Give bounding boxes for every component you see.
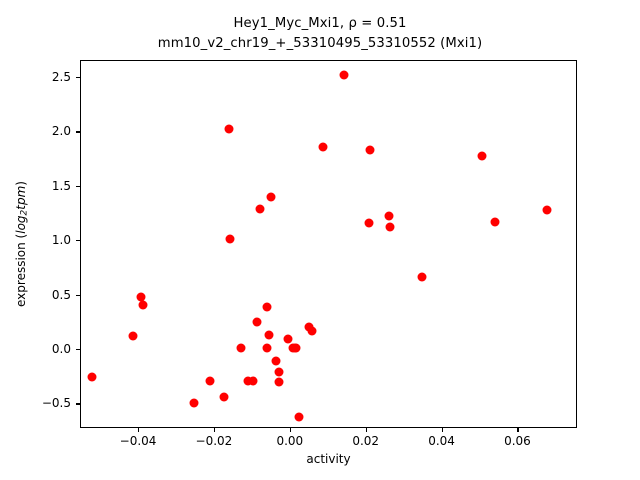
scatter-point	[318, 142, 328, 152]
y-tick-label: 1.0	[51, 233, 71, 248]
x-tick-label: −0.04	[119, 434, 157, 448]
y-tick-mark	[76, 403, 80, 405]
scatter-point	[417, 272, 427, 282]
scatter-point	[189, 398, 199, 408]
x-tick-mark	[441, 428, 443, 432]
y-axis-label-log: log	[14, 215, 28, 234]
scatter-point	[248, 376, 258, 386]
scatter-point	[384, 211, 394, 221]
scatter-point	[264, 330, 274, 340]
scatter-point	[385, 222, 395, 232]
y-tick-mark	[76, 77, 80, 79]
y-axis-label-suffix: )	[14, 181, 28, 186]
scatter-point	[266, 192, 276, 202]
y-tick-mark	[76, 294, 80, 296]
y-tick-label: 2.0	[51, 124, 71, 139]
y-tick-mark	[76, 349, 80, 351]
scatter-point	[236, 343, 246, 353]
x-axis-label: activity	[306, 452, 351, 466]
scatter-point	[219, 392, 229, 402]
scatter-point	[490, 217, 500, 227]
y-axis-label-sub: 2	[19, 209, 30, 216]
scatter-point	[225, 234, 235, 244]
x-tick-label: −0.02	[195, 434, 233, 448]
scatter-point	[339, 70, 349, 80]
scatter-point	[224, 124, 234, 134]
y-tick-label: 0.0	[51, 342, 71, 357]
scatter-point	[262, 302, 272, 312]
y-tick-label: 0.5	[51, 287, 71, 302]
scatter-point	[138, 300, 148, 310]
scatter-point	[290, 343, 300, 353]
scatter-point	[128, 331, 138, 341]
scatter-point	[274, 367, 284, 377]
y-tick-mark	[76, 185, 80, 187]
x-tick-mark	[213, 428, 215, 432]
scatter-point	[205, 376, 215, 386]
x-tick-mark	[365, 428, 367, 432]
plot-axes-frame	[80, 60, 577, 428]
scatter-point	[87, 372, 97, 382]
scatter-point	[294, 412, 304, 422]
scatter-point	[307, 326, 317, 336]
scatter-point	[274, 377, 284, 387]
plot-title: Hey1_Myc_Mxi1, ρ = 0.51 mm10_v2_chr19_+_…	[0, 14, 640, 54]
x-tick-label: 0.04	[428, 434, 455, 448]
y-tick-label: −0.5	[41, 396, 71, 411]
x-tick-mark	[517, 428, 519, 432]
y-axis-label-tpm: tpm	[14, 185, 28, 210]
scatter-point	[136, 292, 146, 302]
y-tick-label: 2.5	[51, 70, 71, 85]
scatter-point	[542, 205, 552, 215]
y-tick-mark	[76, 240, 80, 242]
scatter-points-layer	[81, 61, 576, 427]
scatter-point	[252, 317, 262, 327]
scatter-point	[243, 376, 253, 386]
x-tick-label: 0.00	[276, 434, 304, 448]
scatter-point	[255, 204, 265, 214]
y-tick-label: 1.5	[51, 178, 71, 193]
scatter-point	[365, 145, 375, 155]
x-tick-label: 0.06	[504, 434, 531, 448]
plot-title-line-2: mm10_v2_chr19_+_53310495_53310552 (Mxi1)	[157, 36, 483, 51]
plot-title-line-1: Hey1_Myc_Mxi1, ρ = 0.51	[233, 16, 407, 31]
x-tick-label: 0.02	[352, 434, 380, 448]
y-axis-label-prefix: expression (	[14, 233, 28, 307]
x-tick-mark	[289, 428, 291, 432]
y-axis-label: expression (log2tpm)	[14, 60, 34, 428]
scatter-point	[283, 334, 293, 344]
y-tick-mark	[76, 131, 80, 133]
scatter-point	[364, 218, 374, 228]
scatter-point	[271, 356, 281, 366]
scatter-point	[262, 343, 272, 353]
x-tick-mark	[138, 428, 140, 432]
scatter-point	[477, 151, 487, 161]
